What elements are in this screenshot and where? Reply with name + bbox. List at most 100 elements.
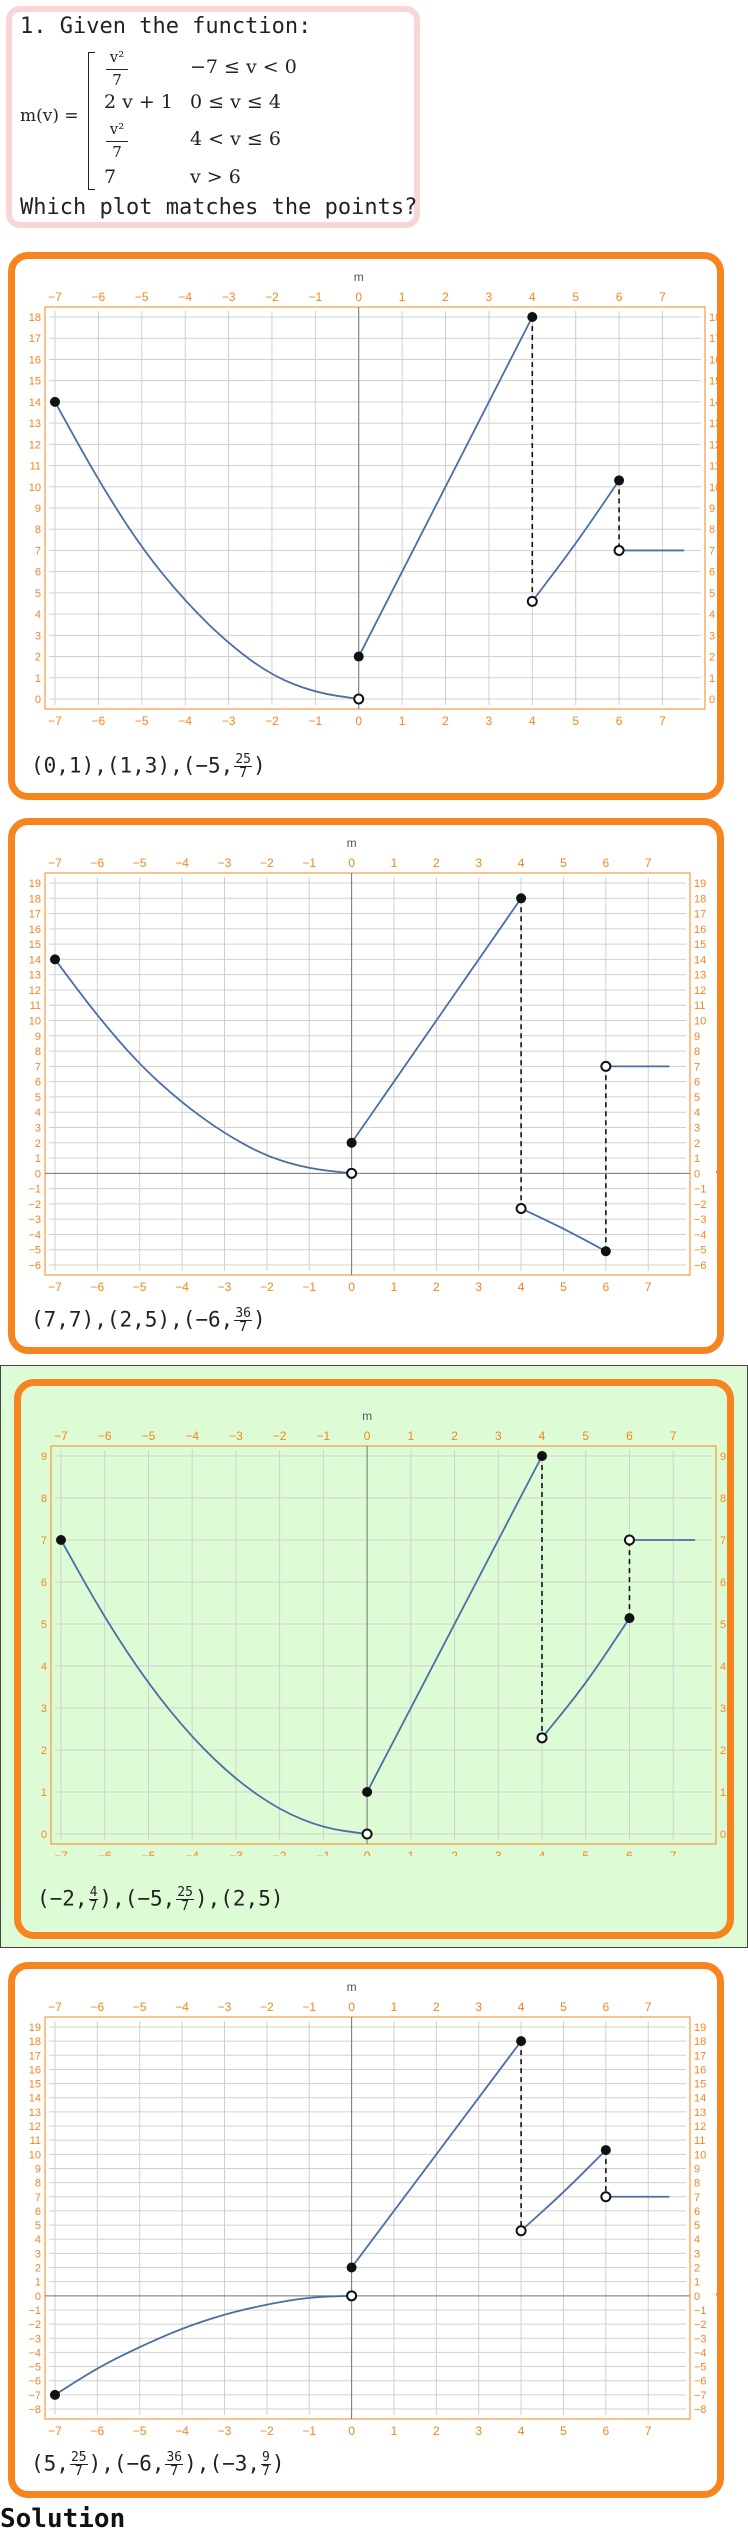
y-tick-label-left: 5: [41, 1619, 47, 1631]
x-tick-label-bottom: −5: [133, 2424, 147, 2438]
x-tick-label-top: 1: [391, 2000, 398, 2014]
x-tick-label-bottom: 0: [348, 1280, 355, 1294]
plot-border: [44, 306, 706, 710]
fraction-denominator: 7: [239, 1320, 248, 1335]
y-tick-label-left: 16: [29, 924, 41, 936]
x-tick-label-bottom: 4: [539, 1849, 546, 1856]
comma: ,: [207, 1886, 221, 1911]
x-tick-label-bottom: 6: [616, 714, 623, 728]
y-tick-label-right: 15: [709, 376, 717, 388]
y-tick-label-right: 13: [694, 970, 706, 982]
y-tick-label-right: 18: [709, 312, 717, 324]
y-tick-label-right: 4: [694, 2234, 700, 2246]
y-tick-label-left: 16: [29, 2064, 41, 2076]
x-tick-label-bottom: −4: [175, 2424, 189, 2438]
y-tick-label-right: 11: [694, 1000, 705, 1012]
option-points-1: (0,1),(1,3),(−5, 25 7): [31, 753, 266, 780]
x-tick-label-bottom: −3: [218, 1280, 232, 1294]
y-tick-label-right: 1: [709, 673, 715, 685]
fraction-denominator: 7: [170, 2464, 179, 2479]
case4-condition: v > 6: [190, 166, 241, 188]
y-tick-label-right: −5: [694, 2362, 707, 2374]
x-tick-label-bottom: 3: [486, 714, 493, 728]
point-fraction: 25 7: [234, 753, 252, 780]
y-tick-label-left: 9: [35, 1031, 41, 1043]
y-tick-label-right: 12: [694, 985, 706, 997]
point-text: (−3,: [209, 2451, 261, 2476]
y-tick-label-left: 18: [29, 2036, 41, 2048]
y-tick-label-left: 5: [35, 2220, 41, 2232]
y-tick-label-left: 15: [29, 376, 41, 388]
x-tick-label-top: −3: [229, 1429, 243, 1443]
y-tick-label-right: −1: [694, 2305, 707, 2317]
y-tick-label-left: 12: [29, 985, 41, 997]
curve-segment: [520, 2149, 607, 2232]
y-tick-label-right: −3: [694, 2333, 707, 2345]
point-text-close: ): [194, 1886, 208, 1911]
filled-point: [516, 893, 527, 904]
x-tick-label-bottom: 5: [560, 1280, 567, 1294]
y-tick-label-left: −2: [28, 1199, 41, 1211]
y-tick-label-right: 17: [694, 909, 706, 921]
curve-segment: [366, 1455, 543, 1793]
x-tick-label-top: −5: [133, 2000, 147, 2014]
y-tick-label-left: 4: [35, 1107, 41, 1119]
y-tick-label-left: 5: [35, 1092, 41, 1104]
y-tick-label-left: −4: [28, 2347, 41, 2359]
y-tick-label-left: −6: [28, 2376, 41, 2388]
y-tick-label-right: −7: [694, 2390, 707, 2402]
y-tick-label-right: 10: [694, 1016, 706, 1028]
y-tick-label-left: 0: [41, 1829, 47, 1841]
y-tick-label-left: 16: [29, 354, 41, 366]
option-plot-2: −7−7−6−6−5−5−4−4−3−3−2−2−1−1001122334455…: [28, 836, 717, 1294]
y-tick-label-left: −5: [28, 2362, 41, 2374]
option-plot-3: −7 −7 −6 −6 −5 −5 −4 −4 −3 −3 −2 −2 −1 −1 0 0 1 1 2 2 3 3 4 4 5 5…: [41, 1409, 726, 1856]
x-tick-label-bottom: −7: [48, 714, 62, 728]
filled-point: [346, 2262, 357, 2273]
fraction-numerator: 25: [69, 2450, 88, 2465]
y-tick-label-left: 8: [35, 1046, 41, 1058]
option-plot-1: −7−7−6−6−5−5−4−4−3−3−2−2−1−1001122334455…: [29, 270, 717, 728]
option-card-2[interactable]: −7 −7 −6 −6 −5 −5 −4 −4 −3 −3 −2 −2 −1 −1 0 0 1 1 2 2 3 3 4 4 5 5…: [8, 818, 724, 1354]
case2-expression: 2 v + 1: [104, 91, 173, 113]
y-tick-label-left: 13: [29, 970, 41, 982]
x-tick-label-bottom: 4: [518, 2424, 525, 2438]
option-points-2: (7,7),(2,5),(−6, 36 7): [31, 1307, 266, 1334]
comma: ,: [101, 2451, 114, 2476]
x-tick-label-bottom: 1: [391, 2424, 398, 2438]
fraction-denominator: 7: [262, 2464, 270, 2479]
x-tick-label-bottom: −3: [229, 1849, 243, 1856]
fraction-numerator: 25: [234, 752, 252, 767]
y-tick-label-right: 15: [694, 939, 706, 951]
y-tick-label-left: 17: [29, 909, 41, 921]
option-card-1[interactable]: −7 −7 −6 −6 −5 −5 −4 −4 −3 −3 −2 −2 −1 −1 0 0 1 1 2 2 3 3 4 4 5 5…: [8, 252, 724, 800]
x-tick-label-bottom: −6: [91, 1280, 105, 1294]
x-tick-label-top: 0: [348, 2000, 355, 2014]
option-plot-4: −7−7−6−6−5−5−4−4−3−3−2−2−1−1001122334455…: [28, 1980, 717, 2438]
y-tick-label-right: 6: [694, 2206, 700, 2218]
y-tick-label-right: 1: [694, 2277, 700, 2289]
y-tick-label-left: 1: [35, 1153, 41, 1165]
x-tick-label-top: 7: [659, 290, 666, 304]
open-point: [623, 1534, 635, 1546]
option-card-4[interactable]: −7 −7 −6 −6 −5 −5 −4 −4 −3 −3 −2 −2 −1 −1 0 0 1 1 2 2 3 3 4 4 5 5…: [8, 1962, 724, 2498]
x-tick-label-top: 5: [560, 856, 567, 870]
curve-segment: [541, 1617, 631, 1739]
y-tick-label-right: 6: [709, 567, 715, 579]
y-tick-label-right: 1: [694, 1153, 700, 1165]
x-tick-label-bottom: −5: [142, 1849, 156, 1856]
fraction-numerator: 4: [88, 1885, 99, 1900]
x-tick-label-bottom: 6: [603, 2424, 610, 2438]
x-tick-label-bottom: 2: [433, 1280, 440, 1294]
x-tick-label-bottom: −5: [135, 714, 149, 728]
filled-point: [56, 1535, 66, 1545]
filled-point: [50, 954, 60, 965]
point-text-close: ): [88, 2451, 102, 2476]
x-tick-label-top: 0: [355, 290, 362, 304]
y-tick-label-left: −3: [28, 1214, 41, 1226]
option-card-3[interactable]: −7 −7 −6 −6 −5 −5 −4 −4 −3 −3 −2 −2 −1 −1 0 0 1 1 2 2 3 3 4 4 5 5…: [14, 1379, 734, 1939]
x-tick-label-bottom: 7: [659, 714, 666, 728]
x-tick-label-bottom: −4: [185, 1849, 199, 1856]
piecewise-brace: [88, 52, 95, 190]
